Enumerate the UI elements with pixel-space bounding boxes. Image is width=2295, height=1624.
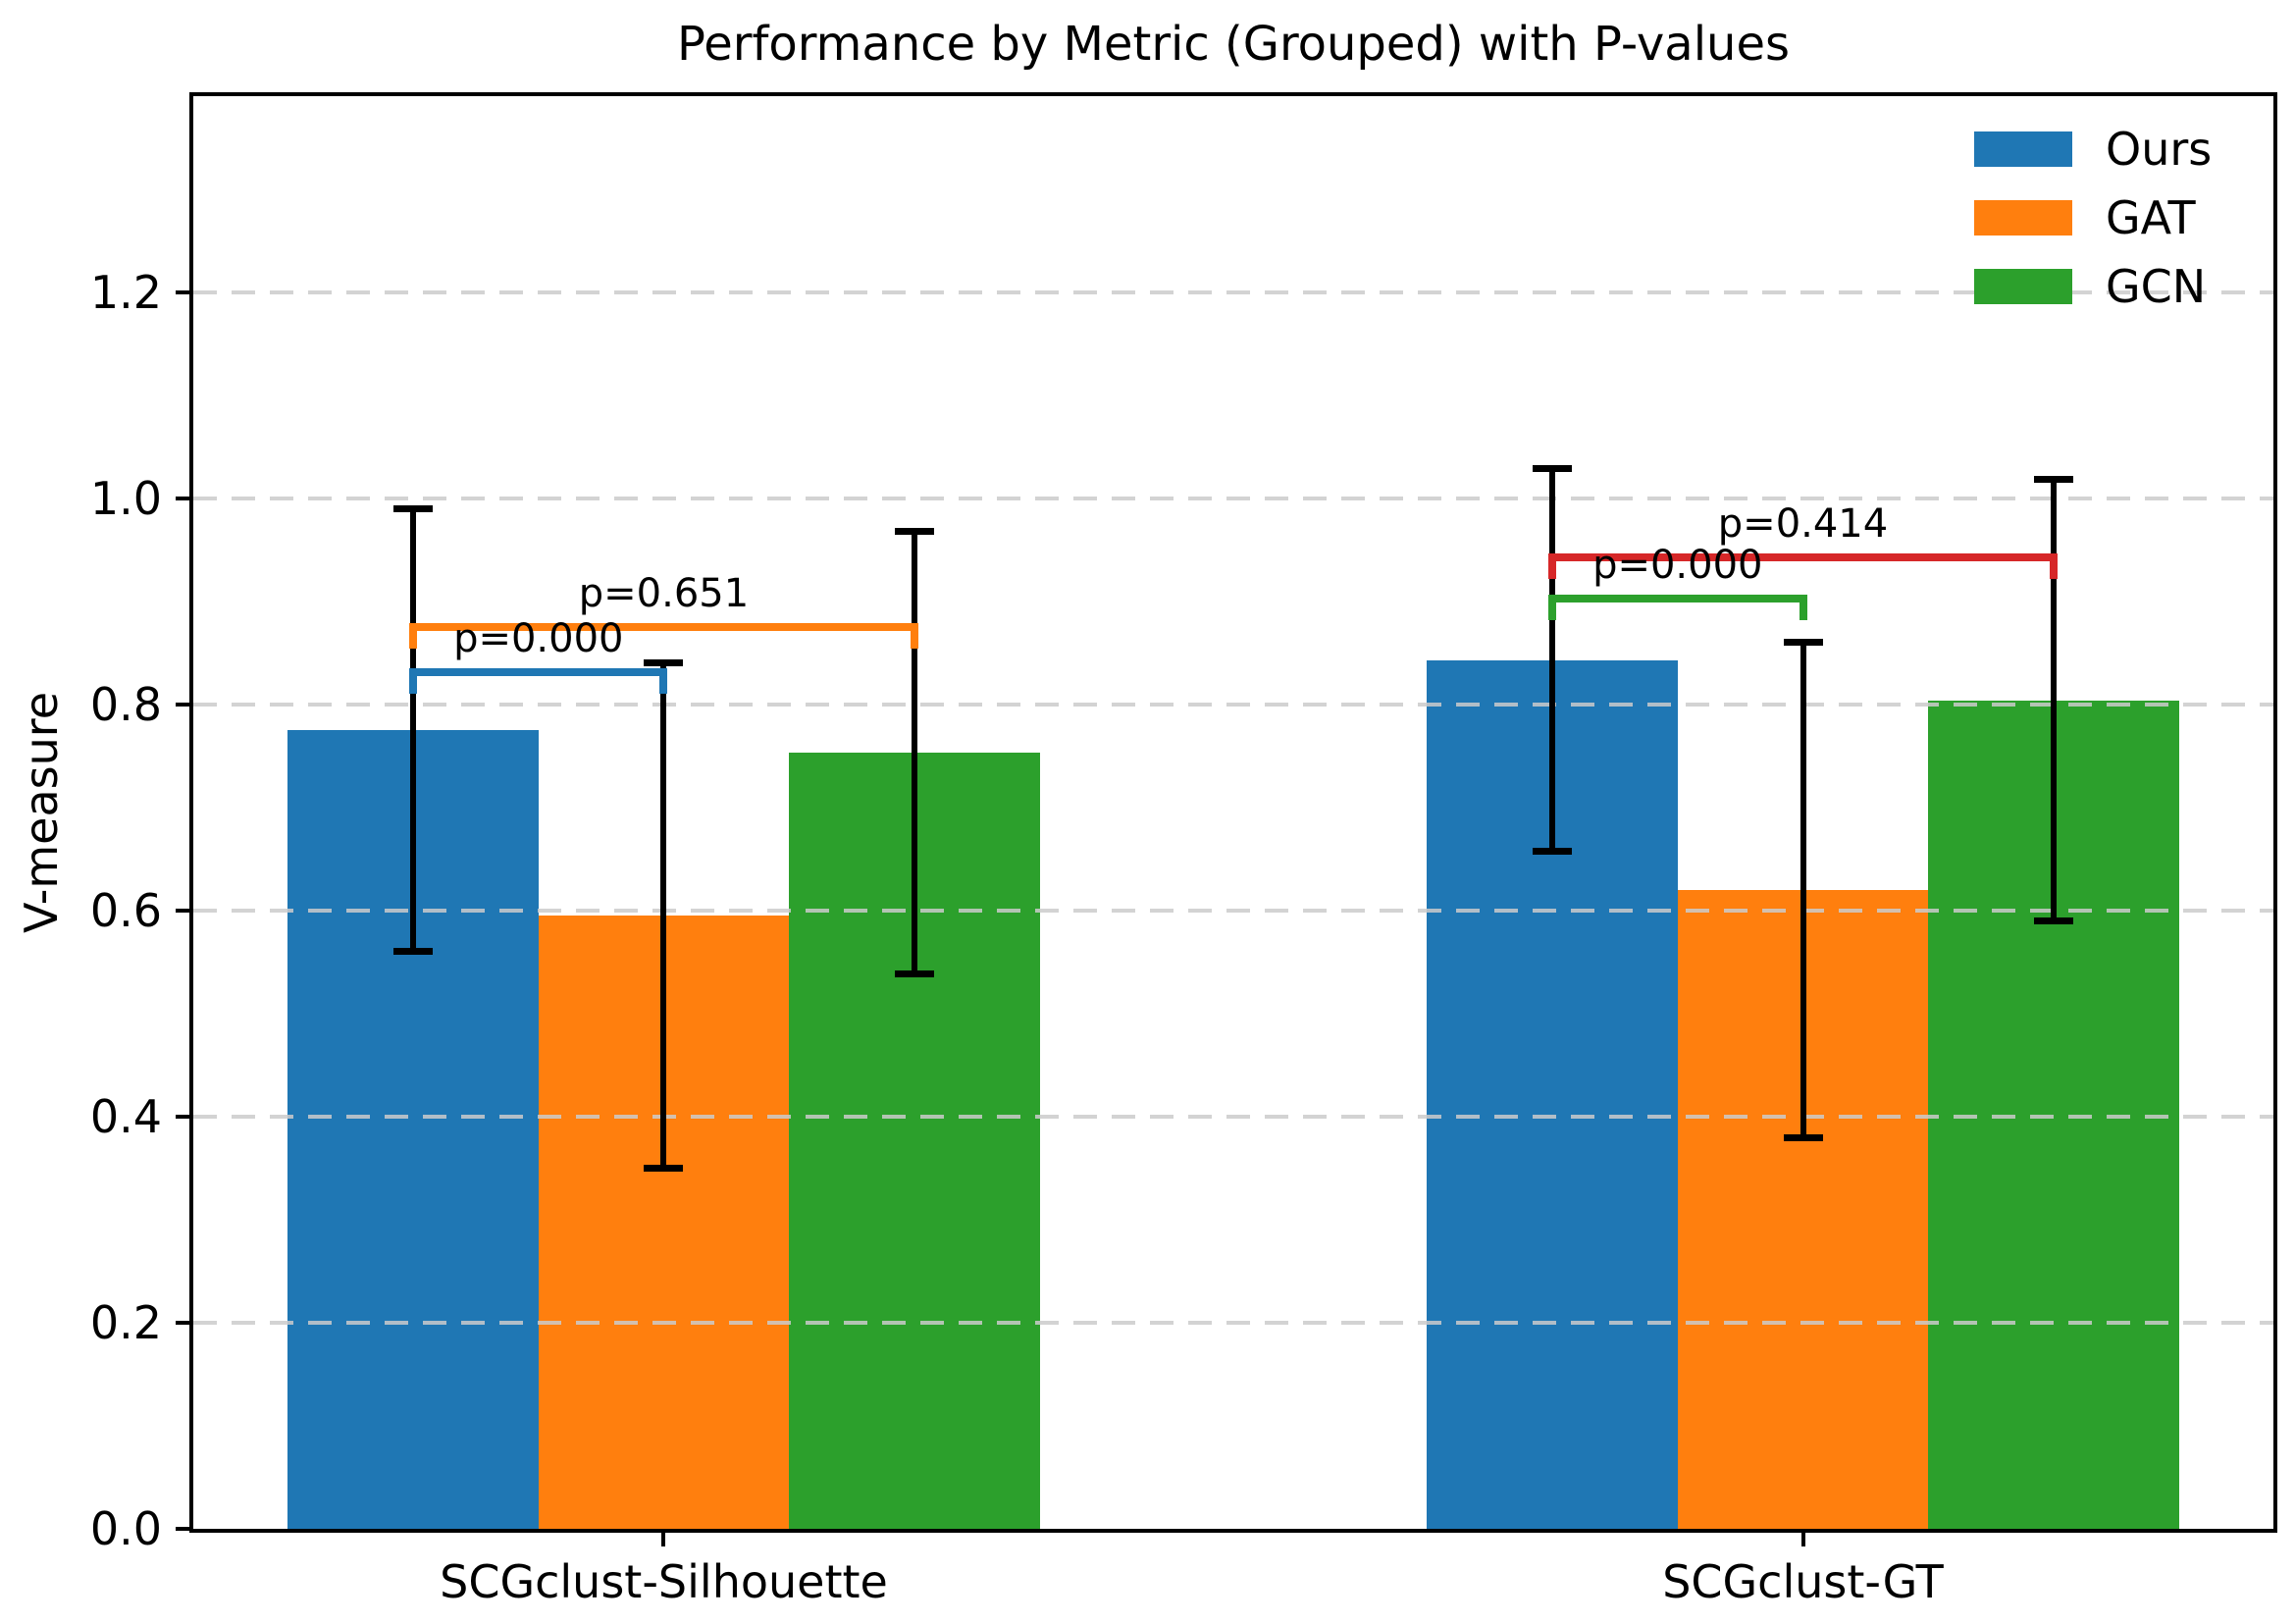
y-axis-label: V-measure bbox=[15, 692, 68, 933]
errorbar-gcn-scgclust-gt-cap-bottom bbox=[2033, 917, 2073, 925]
significance-bracket-ours-gcn-scgclust-gt-line bbox=[1548, 553, 2058, 562]
errorbar-gat-scgclust-silhouette-cap-top bbox=[644, 658, 684, 666]
p-value-label-scgclust-silhouette-gat: p=0.000 bbox=[453, 615, 624, 661]
x-tick-mark-scgclust-silhouette bbox=[661, 1529, 666, 1546]
errorbar-gat-scgclust-gt-cap-bottom bbox=[1783, 1133, 1823, 1141]
y-tick-mark-0.2 bbox=[176, 1320, 193, 1325]
legend-label-gcn: GCN bbox=[2106, 260, 2207, 313]
y-tick-label-0.2: 0.2 bbox=[89, 1295, 162, 1349]
errorbar-ours-scgclust-silhouette-cap-bottom bbox=[393, 947, 434, 955]
x-tick-label-scgclust-silhouette: SCGclust-Silhouette bbox=[440, 1555, 888, 1608]
p-value-label-scgclust-gt-gcn: p=0.414 bbox=[1717, 501, 1889, 548]
legend-swatch-gat bbox=[1974, 200, 2072, 236]
errorbar-gat-scgclust-gt-line bbox=[1799, 641, 1806, 1138]
chart-title: Performance by Metric (Grouped) with P-v… bbox=[676, 17, 1791, 72]
legend-item-gcn: GCN bbox=[1974, 261, 2212, 312]
significance-bracket-ours-gcn-scgclust-gt-leg-left bbox=[1548, 553, 1557, 580]
errorbar-gat-scgclust-silhouette-cap-bottom bbox=[644, 1165, 684, 1173]
y-tick-mark-1.0 bbox=[176, 496, 193, 500]
significance-bracket-ours-gat-scgclust-silhouette-leg-left bbox=[409, 667, 418, 694]
significance-bracket-ours-gat-scgclust-silhouette-line bbox=[409, 667, 668, 676]
y-tick-label-1.2: 1.2 bbox=[89, 265, 162, 319]
gridline-0.6 bbox=[193, 908, 2273, 913]
errorbar-ours-scgclust-gt-cap-bottom bbox=[1533, 847, 1573, 855]
legend-label-gat: GAT bbox=[2106, 191, 2196, 244]
errorbar-ours-scgclust-silhouette-cap-top bbox=[393, 505, 434, 513]
gridline-0.4 bbox=[193, 1114, 2273, 1119]
errorbar-gcn-scgclust-gt-cap-top bbox=[2033, 475, 2073, 483]
gridline-1.2 bbox=[193, 289, 2273, 294]
x-tick-mark-scgclust-gt bbox=[1800, 1529, 1805, 1546]
p-value-label-scgclust-silhouette-gcn: p=0.651 bbox=[578, 570, 750, 616]
p-value-label-scgclust-gt-gat: p=0.000 bbox=[1592, 543, 1763, 589]
significance-bracket-ours-gcn-scgclust-silhouette-line bbox=[409, 622, 918, 631]
errorbar-gcn-scgclust-silhouette-line bbox=[911, 531, 917, 974]
legend-item-ours: Ours bbox=[1974, 124, 2212, 175]
x-tick-label-scgclust-gt: SCGclust-GT bbox=[1662, 1555, 1944, 1608]
significance-bracket-ours-gcn-scgclust-silhouette-leg-left bbox=[409, 622, 418, 649]
y-tick-label-0.8: 0.8 bbox=[89, 677, 162, 731]
y-tick-mark-0.0 bbox=[176, 1527, 193, 1531]
y-tick-label-1.0: 1.0 bbox=[89, 471, 162, 525]
legend-swatch-gcn bbox=[1974, 269, 2072, 304]
significance-bracket-ours-gat-scgclust-gt-line bbox=[1548, 595, 1807, 603]
y-tick-mark-0.8 bbox=[176, 702, 193, 707]
y-tick-label-0.6: 0.6 bbox=[89, 883, 162, 937]
errorbar-ours-scgclust-gt-line bbox=[1549, 468, 1556, 852]
significance-bracket-ours-gat-scgclust-gt-leg-left bbox=[1548, 595, 1557, 621]
significance-bracket-ours-gcn-scgclust-gt-leg-right bbox=[2049, 553, 2058, 580]
gridline-0.2 bbox=[193, 1320, 2273, 1325]
errorbar-gcn-scgclust-silhouette-cap-bottom bbox=[894, 969, 934, 977]
significance-bracket-ours-gat-scgclust-silhouette-leg-right bbox=[659, 667, 668, 694]
errorbar-gat-scgclust-gt-cap-top bbox=[1783, 638, 1823, 646]
y-tick-mark-0.6 bbox=[176, 908, 193, 913]
legend-label-ours: Ours bbox=[2106, 123, 2213, 176]
legend-item-gat: GAT bbox=[1974, 192, 2212, 243]
gridline-0.8 bbox=[193, 702, 2273, 707]
significance-bracket-ours-gcn-scgclust-silhouette-leg-right bbox=[910, 622, 918, 649]
legend: Ours GAT GCN bbox=[1974, 124, 2212, 330]
errorbar-gat-scgclust-silhouette-line bbox=[660, 661, 667, 1170]
y-tick-mark-0.4 bbox=[176, 1114, 193, 1119]
errorbar-gcn-scgclust-silhouette-cap-top bbox=[894, 528, 934, 536]
errorbar-ours-scgclust-silhouette-line bbox=[410, 508, 417, 952]
gridline-1.0 bbox=[193, 496, 2273, 500]
significance-bracket-ours-gat-scgclust-gt-leg-right bbox=[1799, 595, 1807, 621]
y-tick-label-0.0: 0.0 bbox=[89, 1502, 162, 1555]
y-tick-label-0.4: 0.4 bbox=[89, 1089, 162, 1143]
legend-swatch-ours bbox=[1974, 131, 2072, 167]
errorbar-gcn-scgclust-gt-line bbox=[2050, 478, 2057, 922]
y-tick-mark-1.2 bbox=[176, 289, 193, 294]
errorbar-ours-scgclust-gt-cap-top bbox=[1533, 465, 1573, 473]
